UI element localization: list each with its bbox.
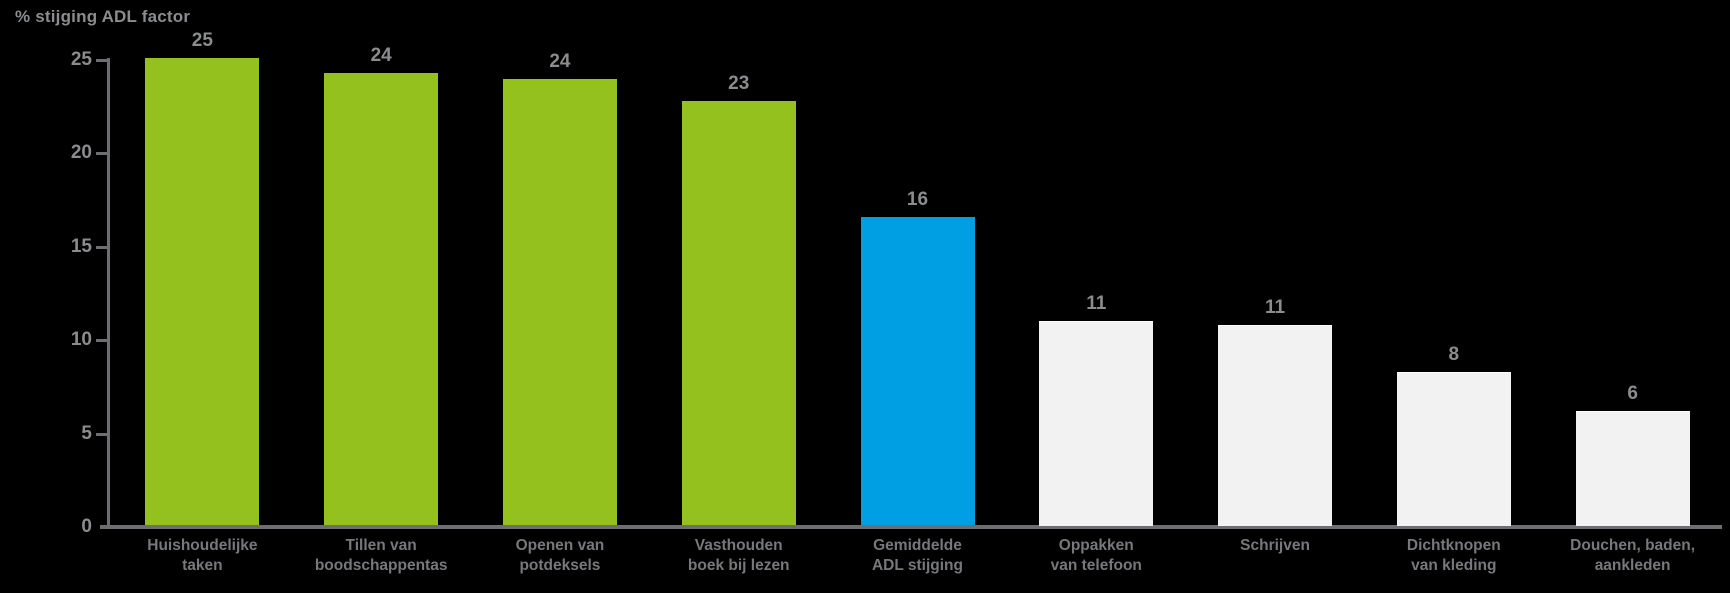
bar <box>681 100 796 525</box>
y-axis-tick-label: 20 <box>70 142 92 164</box>
bar-value-label: 24 <box>549 50 571 72</box>
y-axis-tick <box>96 59 107 62</box>
y-axis-tick-label: 10 <box>70 329 92 351</box>
x-axis-line <box>100 525 1722 529</box>
bar-highlight-average <box>860 216 975 525</box>
category-label: Huishoudelijke taken <box>147 537 258 574</box>
category-label: Oppakken van telefoon <box>1050 537 1142 574</box>
bar-value-label: 23 <box>728 72 750 94</box>
bar-value-label: 16 <box>906 188 929 210</box>
y-axis-tick-label: 25 <box>70 49 92 70</box>
bar <box>502 78 617 525</box>
bar-value-label: 6 <box>1627 383 1638 405</box>
y-axis-title: % stijging ADL factor <box>15 7 191 26</box>
bar <box>1575 411 1690 526</box>
category-label: Gemiddelde ADL stijging <box>871 537 963 574</box>
bar-value-label: 8 <box>1448 343 1460 365</box>
category-label: Douchen, baden, aankleden <box>1570 537 1696 574</box>
bar-value-label: 24 <box>370 44 392 66</box>
bar <box>1396 371 1511 526</box>
bar-value-label: 11 <box>1265 297 1286 319</box>
category-label: Openen van potdeksels <box>515 537 605 574</box>
bar-value-label: 11 <box>1086 293 1107 315</box>
bar-value-label: 25 <box>191 30 213 51</box>
bar <box>324 72 439 525</box>
y-axis-tick-label: 5 <box>81 422 92 444</box>
category-label: Dichtknopen van kleding <box>1406 537 1501 574</box>
y-axis-tick-label: 15 <box>70 235 92 257</box>
y-axis-line <box>107 58 110 529</box>
category-label: Vasthouden boek bij lezen <box>687 537 790 574</box>
y-axis-tick-label: 0 <box>81 516 92 537</box>
category-label: Tillen van boodschappentas <box>314 537 448 574</box>
y-axis-tick <box>96 152 107 156</box>
y-axis-tick <box>96 245 107 249</box>
y-axis-tick <box>96 432 107 436</box>
bar <box>1039 321 1154 526</box>
category-label: Schrijven <box>1240 537 1310 554</box>
y-axis-tick <box>96 339 107 343</box>
bar <box>145 58 260 525</box>
bar <box>1218 325 1333 526</box>
